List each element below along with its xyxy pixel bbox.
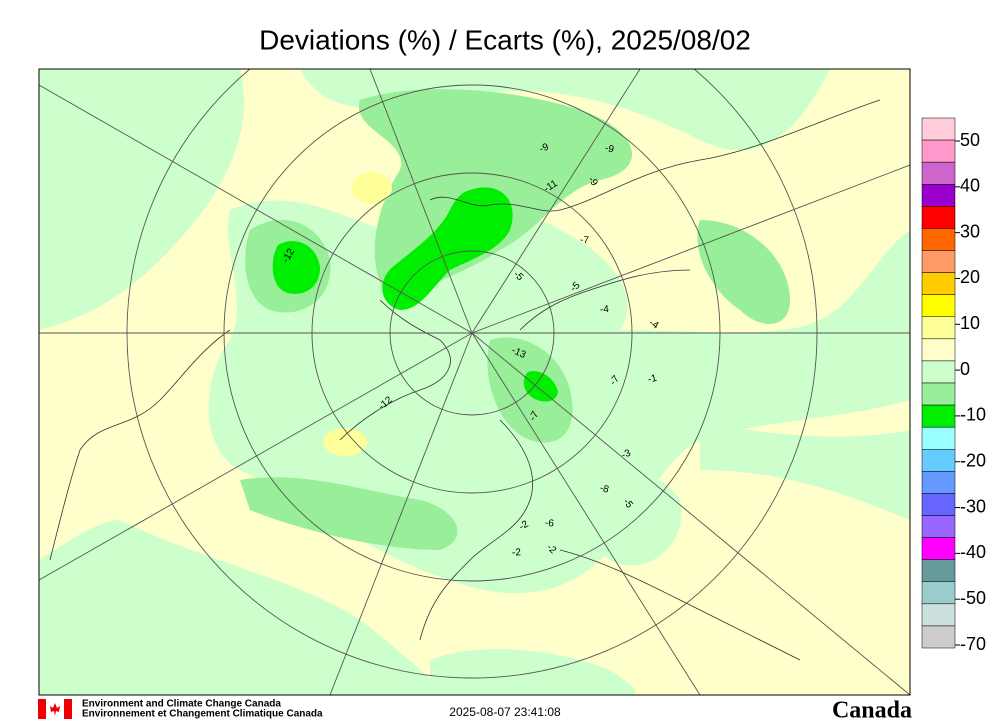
light-yellow-areas bbox=[323, 172, 392, 456]
bright-green-areas bbox=[272, 187, 558, 402]
legend-swatch bbox=[921, 316, 956, 340]
legend-label: 40 bbox=[960, 176, 980, 196]
agency-fr: Environnement et Changement Climatique C… bbox=[82, 709, 323, 720]
legend-swatch bbox=[921, 625, 956, 649]
legend-label: 30 bbox=[960, 221, 980, 241]
station-label: -9 bbox=[604, 143, 616, 156]
footer: Environment and Climate Change Canada En… bbox=[38, 698, 912, 724]
legend-label: -40 bbox=[960, 542, 986, 562]
map-area: -12-9 -9-9-11-7-5-5-4-4-7 -1-13-7-3-8-5-2-… bbox=[39, 69, 910, 695]
legend-swatch bbox=[921, 117, 956, 141]
coastlines bbox=[49, 99, 881, 661]
station-label: -7 bbox=[580, 235, 590, 247]
flag-left bbox=[38, 699, 46, 719]
legend-swatch bbox=[921, 139, 956, 163]
legend-swatch bbox=[921, 581, 956, 605]
legend-label: 10 bbox=[960, 313, 980, 333]
legend-label: 0 bbox=[960, 359, 970, 379]
legend-swatch bbox=[921, 184, 956, 207]
station-label: -8 bbox=[599, 483, 611, 496]
title: Deviations (%) / Ecarts (%), 2025/08/02 bbox=[259, 24, 751, 55]
flag-right bbox=[64, 699, 72, 719]
legend-swatch bbox=[921, 426, 956, 450]
wordmark: Canada bbox=[832, 698, 912, 724]
legend-swatch bbox=[921, 603, 956, 627]
legend-label: 20 bbox=[960, 267, 980, 287]
map-frame bbox=[38, 68, 911, 696]
legend-swatch bbox=[921, 537, 956, 560]
legend-swatch bbox=[921, 206, 956, 229]
legend-label: -30 bbox=[960, 496, 986, 516]
agency-en: Environment and Climate Change Canada bbox=[82, 699, 281, 710]
graticule bbox=[39, 69, 910, 695]
legend-label: -20 bbox=[960, 450, 986, 470]
legend-swatch bbox=[921, 493, 956, 516]
station-label: -4 bbox=[600, 304, 610, 316]
legend-label: -70 bbox=[960, 634, 986, 654]
legend: 50 40 30 20 10 0 -10 -20 -30 -40 -50 -70 bbox=[921, 117, 986, 654]
legend-swatch bbox=[921, 404, 956, 428]
legend-swatch bbox=[921, 272, 956, 295]
legend-label: 50 bbox=[960, 130, 980, 150]
legend-swatch bbox=[921, 250, 956, 273]
legend-swatch bbox=[921, 471, 956, 494]
legend-swatch bbox=[921, 515, 956, 538]
legend-swatch bbox=[921, 294, 956, 317]
station-label: -1 bbox=[647, 373, 659, 386]
legend-swatch bbox=[921, 559, 956, 583]
station-label: -2 bbox=[512, 547, 522, 558]
legend-swatch bbox=[921, 360, 956, 384]
legend-swatch bbox=[921, 228, 956, 251]
legend-swatch bbox=[921, 161, 956, 185]
legend-label: -10 bbox=[960, 405, 986, 425]
station-label: -6 bbox=[544, 518, 554, 530]
legend-swatch bbox=[921, 382, 956, 406]
timestamp: 2025-08-07 23:41:08 bbox=[449, 705, 561, 719]
legend-label: -50 bbox=[960, 588, 986, 608]
maple-leaf bbox=[50, 703, 60, 716]
legend-swatch bbox=[921, 338, 956, 362]
legend-swatch bbox=[921, 449, 956, 472]
